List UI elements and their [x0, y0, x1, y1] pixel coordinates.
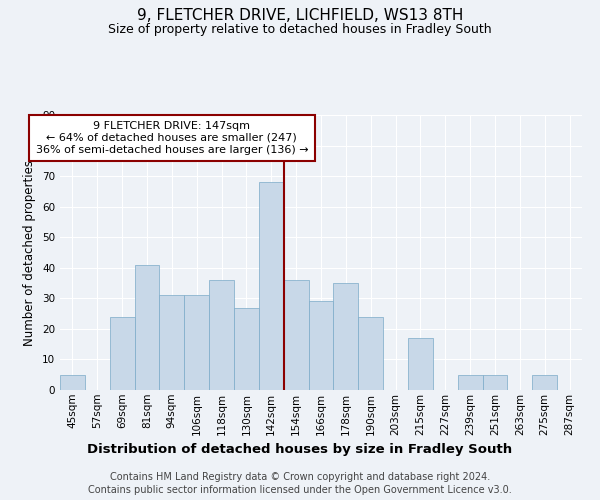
- Bar: [308, 302, 334, 390]
- Bar: [259, 182, 284, 390]
- Bar: [458, 374, 482, 390]
- Bar: [482, 374, 508, 390]
- Bar: [184, 296, 209, 390]
- Text: Contains public sector information licensed under the Open Government Licence v3: Contains public sector information licen…: [88, 485, 512, 495]
- Y-axis label: Number of detached properties: Number of detached properties: [23, 160, 37, 346]
- Bar: [134, 264, 160, 390]
- Text: 9, FLETCHER DRIVE, LICHFIELD, WS13 8TH: 9, FLETCHER DRIVE, LICHFIELD, WS13 8TH: [137, 8, 463, 22]
- Bar: [334, 283, 358, 390]
- Bar: [234, 308, 259, 390]
- Text: Contains HM Land Registry data © Crown copyright and database right 2024.: Contains HM Land Registry data © Crown c…: [110, 472, 490, 482]
- Text: 9 FLETCHER DRIVE: 147sqm
← 64% of detached houses are smaller (247)
36% of semi-: 9 FLETCHER DRIVE: 147sqm ← 64% of detach…: [35, 122, 308, 154]
- Text: Size of property relative to detached houses in Fradley South: Size of property relative to detached ho…: [108, 22, 492, 36]
- Bar: [110, 316, 134, 390]
- Bar: [408, 338, 433, 390]
- Text: Distribution of detached houses by size in Fradley South: Distribution of detached houses by size …: [88, 442, 512, 456]
- Bar: [532, 374, 557, 390]
- Bar: [60, 374, 85, 390]
- Bar: [209, 280, 234, 390]
- Bar: [358, 316, 383, 390]
- Bar: [160, 296, 184, 390]
- Bar: [284, 280, 308, 390]
